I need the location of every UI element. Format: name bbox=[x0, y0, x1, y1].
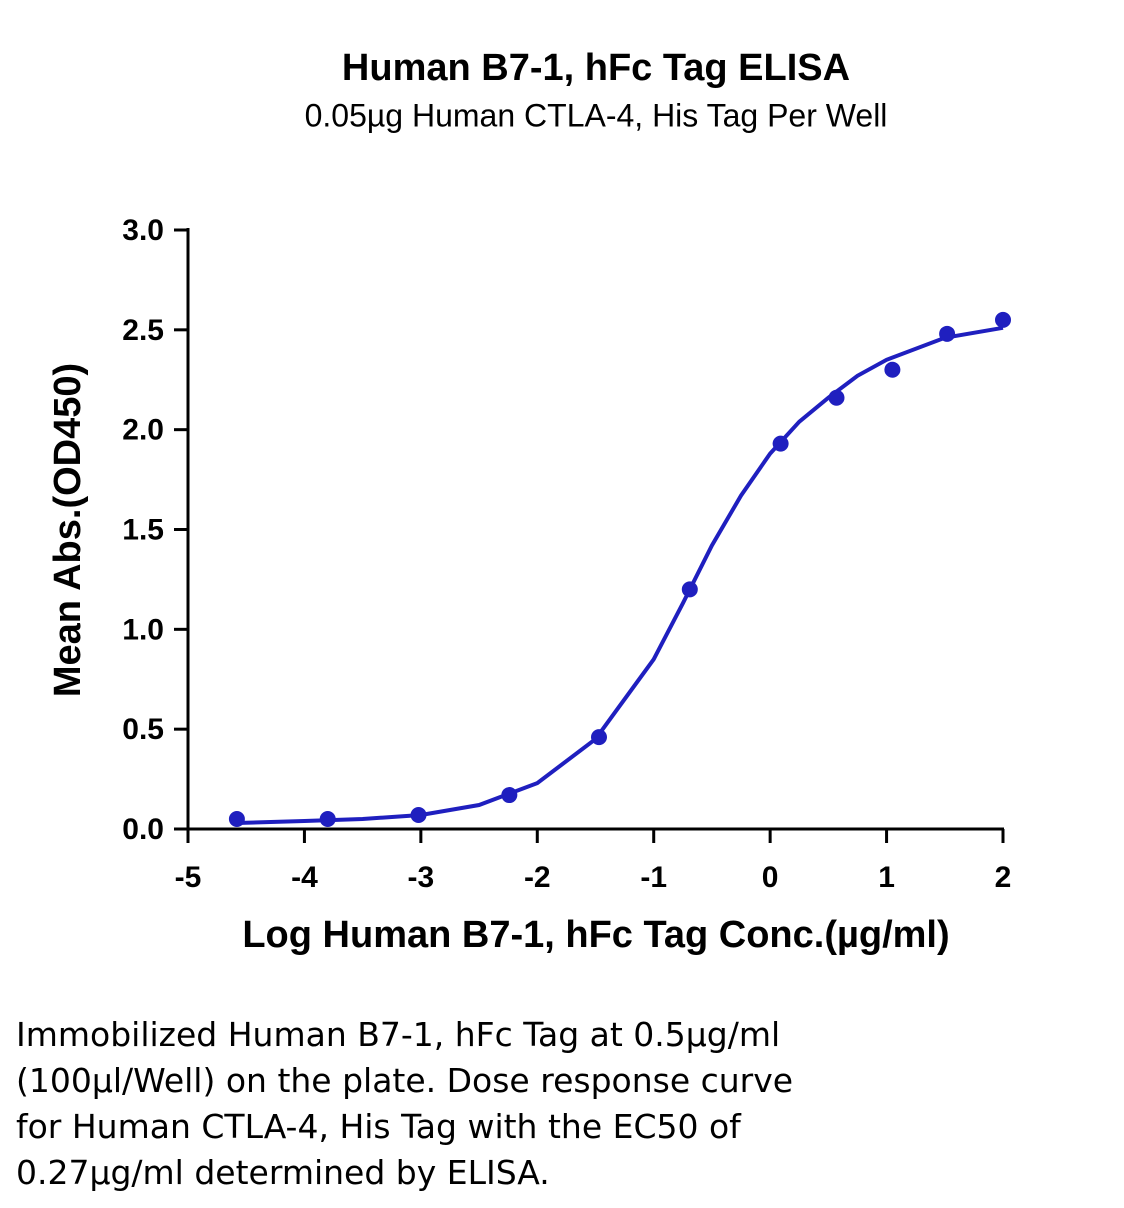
y-tick-label: 2.0 bbox=[122, 414, 164, 447]
y-tick-label: 1.5 bbox=[122, 513, 164, 546]
y-tick-label: 0.5 bbox=[122, 713, 164, 746]
y-tick-label: 0.0 bbox=[122, 813, 164, 846]
x-tick-label: 2 bbox=[995, 861, 1012, 894]
x-tick-label: 1 bbox=[878, 861, 895, 894]
y-tick-label: 2.5 bbox=[122, 314, 164, 347]
chart-title: Human B7-1, hFc Tag ELISA bbox=[342, 47, 850, 89]
caption-line: 0.27µg/ml determined by ELISA. bbox=[16, 1153, 550, 1192]
data-point bbox=[884, 361, 901, 378]
x-axis-label: Log Human B7-1, hFc Tag Conc.(µg/ml) bbox=[242, 914, 949, 956]
caption-line: (100µl/Well) on the plate. Dose response… bbox=[16, 1061, 793, 1100]
y-tick-label: 1.0 bbox=[122, 613, 164, 646]
fit-curve bbox=[236, 325, 1004, 825]
y-tick-label: 3.0 bbox=[122, 214, 164, 247]
data-point bbox=[501, 787, 518, 804]
x-tick-label: -2 bbox=[524, 861, 551, 894]
data-point bbox=[772, 435, 789, 452]
data-point bbox=[410, 807, 427, 824]
x-tick-label: -5 bbox=[175, 861, 202, 894]
data-point bbox=[319, 811, 336, 828]
data-point bbox=[681, 581, 698, 598]
data-point bbox=[995, 311, 1011, 328]
x-tick-label: -3 bbox=[408, 861, 435, 894]
x-tick-label: -1 bbox=[640, 861, 667, 894]
chart-subtitle: 0.05µg Human CTLA-4, His Tag Per Well bbox=[305, 97, 888, 133]
data-point bbox=[590, 729, 607, 746]
caption-line: for Human CTLA-4, His Tag with the EC50 … bbox=[16, 1107, 742, 1146]
x-tick-label: 0 bbox=[762, 861, 779, 894]
data-point bbox=[939, 325, 956, 342]
caption-line: Immobilized Human B7-1, hFc Tag at 0.5µg… bbox=[16, 1015, 780, 1054]
x-tick-label: -4 bbox=[291, 861, 318, 894]
y-axis-label: Mean Abs.(OD450) bbox=[47, 363, 89, 697]
data-point bbox=[828, 389, 845, 406]
data-point bbox=[228, 811, 245, 828]
